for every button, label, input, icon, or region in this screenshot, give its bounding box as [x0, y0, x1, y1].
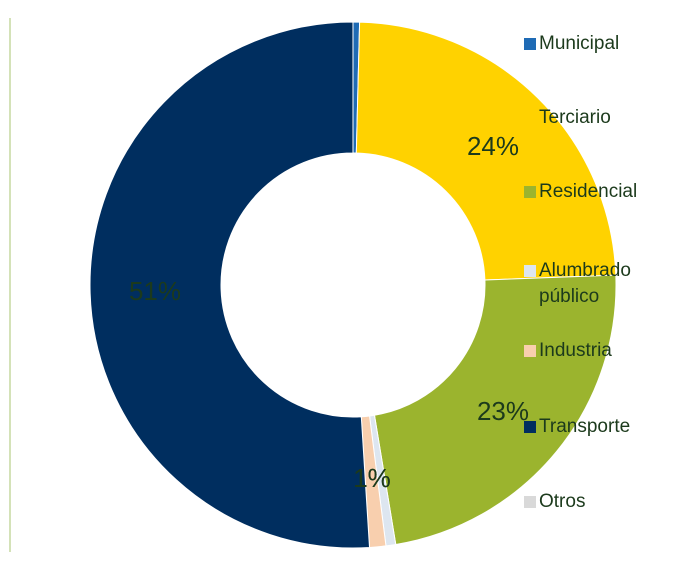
- legend-label: Municipal: [539, 33, 619, 54]
- data-label: 1%: [353, 463, 391, 493]
- legend-label: Alumbrado público: [539, 260, 631, 307]
- data-label: 1%: [353, 463, 391, 493]
- legend-label: Terciario: [539, 107, 611, 128]
- legend-marker: [524, 345, 536, 357]
- data-label: 51%: [129, 276, 181, 306]
- donut-segment: [355, 21, 617, 281]
- legend-label: Industria: [539, 340, 612, 361]
- legend-marker: [524, 112, 536, 124]
- legend-marker: [524, 38, 536, 50]
- legend-label: Transporte: [539, 416, 630, 437]
- legend-marker: [524, 265, 536, 277]
- legend-marker: [524, 186, 536, 198]
- donut-segment: [89, 21, 371, 549]
- legend-marker: [524, 421, 536, 433]
- donut-segment: [373, 274, 617, 546]
- data-label: 24%: [467, 131, 519, 161]
- data-label: 23%: [477, 396, 529, 426]
- legend-marker: [524, 496, 536, 508]
- legend-label: Residencial: [539, 181, 637, 202]
- legend-label: Otros: [539, 491, 585, 512]
